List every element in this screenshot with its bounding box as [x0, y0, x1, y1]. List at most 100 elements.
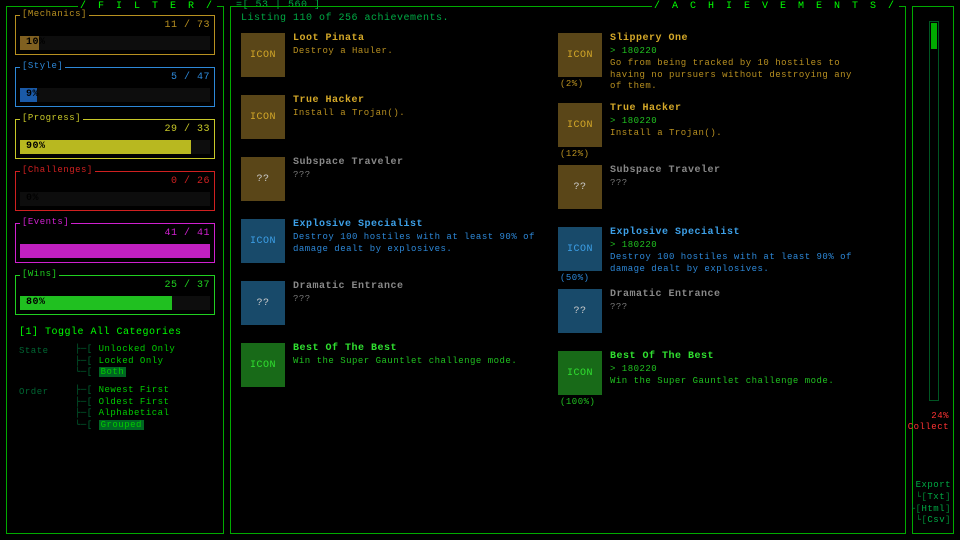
scrollbar-thumb[interactable] [931, 23, 937, 49]
achievement-desc: ??? [293, 294, 548, 306]
achievements-panel: / A C H I E V E M E N T S / Listing 110 … [230, 6, 906, 534]
filter-category-mechanics[interactable]: [Mechanics]11 / 7310% [15, 15, 215, 55]
collect-label: Collect [908, 422, 949, 432]
achievement-icon: ?? [241, 157, 285, 201]
order-group: Order ├─[ Newest First ├─[ Oldest First … [19, 385, 215, 432]
category-pct: 0% [26, 193, 39, 204]
achievement-desc: Destroy 100 hostiles with at least 90% o… [293, 232, 548, 255]
category-count: 11 / 73 [164, 20, 210, 31]
category-bar: 9% [20, 88, 210, 102]
achievement-body: Dramatic Entrance??? [610, 289, 865, 314]
achievement-item[interactable]: ICONTrue HackerInstall a Trojan(). [241, 95, 548, 149]
achievement-pct: (100%) [560, 397, 595, 407]
filter-category-wins[interactable]: [Wins]25 / 3780% [15, 275, 215, 315]
option-newest first[interactable]: Newest First [99, 385, 170, 395]
filter-category-style[interactable]: [Style]5 / 479% [15, 67, 215, 107]
export-csv[interactable]: └[Csv] [910, 515, 951, 527]
category-bar: 10% [20, 36, 210, 50]
category-bar: 90% [20, 140, 210, 154]
option-oldest first[interactable]: Oldest First [99, 397, 170, 407]
achievements-title: / A C H I E V E M E N T S / [652, 1, 899, 12]
achievement-item[interactable]: ICONSlippery One> 180220Go from being tr… [558, 33, 865, 95]
category-bar-fill: 90% [20, 140, 191, 154]
achievement-title: Dramatic Entrance [610, 289, 865, 300]
category-label: [Progress] [20, 113, 83, 123]
achievement-column-left: ICONLoot PinataDestroy a Hauler.ICONTrue… [241, 33, 548, 525]
state-group: State ├─[ Unlocked Only ├─[ Locked Only … [19, 344, 215, 379]
achievement-title: Subspace Traveler [293, 157, 548, 168]
order-options: ├─[ Newest First ├─[ Oldest First ├─[ Al… [75, 385, 169, 432]
side-panel: 24% Collect Export └[Txt]└[Html]└[Csv] [912, 6, 954, 534]
achievement-desc: Win the Super Gauntlet challenge mode. [610, 376, 865, 388]
achievement-item[interactable]: ICON Best Of The Best > 180220 Win the Supe… [558, 351, 865, 405]
achievement-pct: (12%) [560, 149, 590, 159]
listing-header: Listing 110 of 256 achievements. [241, 13, 449, 24]
category-pct: 80% [26, 297, 46, 308]
filter-title: / F I L T E R / [78, 1, 217, 12]
option-alphabetical[interactable]: Alphabetical [99, 408, 170, 418]
category-count: 29 / 33 [164, 124, 210, 135]
achievement-date: > 180220 [610, 116, 865, 126]
achievement-desc: ??? [610, 178, 865, 190]
achievement-desc: Destroy a Hauler. [293, 46, 548, 58]
export-html[interactable]: └[Html] [910, 504, 951, 516]
achievement-item[interactable]: ICONExplosive SpecialistDestroy 100 host… [241, 219, 548, 273]
achievement-title: True Hacker [293, 95, 548, 106]
achievement-body: Dramatic Entrance??? [293, 281, 548, 306]
option-grouped[interactable]: Grouped [99, 420, 144, 430]
achievement-item[interactable]: ICONLoot PinataDestroy a Hauler. [241, 33, 548, 87]
achievement-icon: ICON [558, 33, 602, 77]
category-bar-fill: 10% [20, 36, 39, 50]
category-count: 25 / 37 [164, 280, 210, 291]
achievement-item[interactable]: ??Dramatic Entrance??? [241, 281, 548, 335]
category-pct: 9% [26, 89, 39, 100]
achievement-item[interactable]: ??Subspace Traveler??? [241, 157, 548, 211]
option-unlocked only[interactable]: Unlocked Only [99, 344, 176, 354]
toggle-all-categories[interactable]: [1] Toggle All Categories [19, 327, 215, 338]
scrollbar[interactable] [929, 21, 939, 401]
achievement-desc: Destroy 100 hostiles with at least 90% o… [610, 252, 865, 275]
category-bar: 0% [20, 192, 210, 206]
state-label: State [19, 344, 69, 356]
achievement-title: Explosive Specialist [610, 227, 865, 238]
category-label: [Mechanics] [20, 9, 89, 19]
achievement-icon: ICON [558, 227, 602, 271]
achievement-icon: ICON [558, 103, 602, 147]
category-label: [Events] [20, 217, 71, 227]
achievement-date: > 180220 [610, 364, 865, 374]
achievement-desc: Go from being tracked by 10 hostiles to … [610, 58, 865, 93]
category-bar [20, 244, 210, 258]
achievement-item[interactable]: ICONExplosive Specialist> 180220Destroy … [558, 227, 865, 281]
category-label: [Style] [20, 61, 65, 71]
achievement-icon: ?? [558, 165, 602, 209]
option-both[interactable]: Both [99, 367, 127, 377]
achievement-item[interactable]: ICONBest Of The BestWin the Super Gauntl… [241, 343, 548, 397]
category-label: [Challenges] [20, 165, 95, 175]
achievement-pct: (50%) [560, 273, 590, 283]
achievement-desc: Win the Super Gauntlet challenge mode. [293, 356, 548, 368]
category-pct: 90% [26, 141, 46, 152]
category-label: [Wins] [20, 269, 59, 279]
achievement-icon: ?? [558, 289, 602, 333]
achievement-body: True Hacker> 180220Install a Trojan(). [610, 103, 865, 140]
achievement-item[interactable]: ICONTrue Hacker> 180220Install a Trojan(… [558, 103, 865, 157]
filter-category-events[interactable]: [Events]41 / 41 [15, 223, 215, 263]
achievement-item[interactable]: ?? Subspace Traveler??? [558, 165, 865, 219]
export-txt[interactable]: └[Txt] [910, 492, 951, 504]
achievement-icon: ICON [241, 219, 285, 263]
achievement-title: Best Of The Best [610, 351, 865, 362]
filter-panel: / F I L T E R / [Mechanics]11 / 7310%[St… [6, 6, 224, 534]
filter-category-progress[interactable]: [Progress]29 / 3390% [15, 119, 215, 159]
achievement-item[interactable]: ?? Dramatic Entrance??? [558, 289, 865, 343]
collect-pct: 24% [931, 411, 949, 421]
filter-category-challenges[interactable]: [Challenges]0 / 260% [15, 171, 215, 211]
state-options: ├─[ Unlocked Only ├─[ Locked Only └─[ Bo… [75, 344, 175, 379]
achievement-body: Subspace Traveler??? [610, 165, 865, 190]
option-locked only[interactable]: Locked Only [99, 356, 164, 366]
achievement-pct: (2%) [560, 79, 584, 89]
category-count: 41 / 41 [164, 228, 210, 239]
category-bar-fill [20, 244, 210, 258]
achievement-icon: ICON [558, 351, 602, 395]
achievement-body: True HackerInstall a Trojan(). [293, 95, 548, 120]
achievement-columns: ICONLoot PinataDestroy a Hauler.ICONTrue… [241, 33, 865, 525]
